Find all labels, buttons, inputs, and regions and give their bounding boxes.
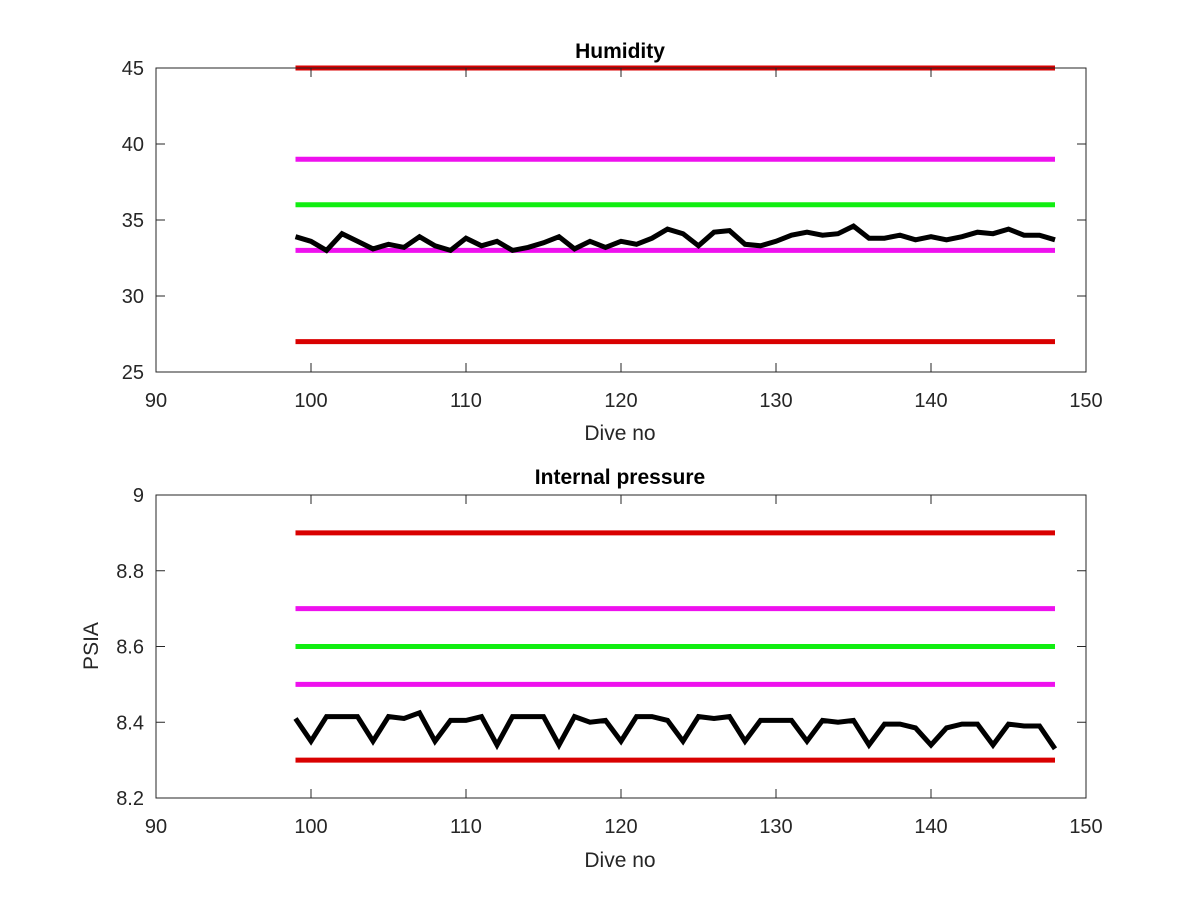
pressure-ticks-layer: 90 100 110 120 130 140 150 8.2 8.4 8.6 8.8 9 — [116, 485, 1103, 838]
pressure-chart-title: Internal pressure — [535, 466, 705, 489]
pressure-y-axis-label: PSIA — [80, 622, 103, 670]
pressure-y-tick-label: 8.8 — [116, 561, 144, 583]
pressure-y-tick-label: 8.4 — [116, 712, 144, 734]
pressure-x-tick-label: 100 — [294, 816, 327, 838]
humidity-x-axis-label: Dive no — [584, 422, 655, 445]
pressure-x-tick-label: 130 — [759, 816, 792, 838]
humidity-x-tick-label: 100 — [294, 390, 327, 412]
pressure-x-tick-label: 120 — [604, 816, 637, 838]
humidity-y-tick-label: 25 — [122, 362, 144, 384]
humidity-x-tick-label: 150 — [1069, 390, 1102, 412]
humidity-y-tick-label: 45 — [122, 58, 144, 80]
humidity-x-tick-label: 130 — [759, 390, 792, 412]
humidity-chart: Humidity 90 100 110 120 130 140 1502530354045 … — [122, 40, 1103, 445]
humidity-chart-title: Humidity — [575, 40, 665, 63]
humidity-y-tick-label: 35 — [122, 210, 144, 232]
humidity-y-tick-label: 40 — [122, 134, 144, 156]
humidity-x-tick-label: 110 — [450, 390, 482, 412]
internal-pressure-chart: Internal pressure 90 100 110 120 130 140 150 8.… — [80, 466, 1103, 872]
pressure-x-axis-label: Dive no — [584, 849, 655, 872]
humidity-plot-frame — [155, 67, 1087, 373]
pressure-x-tick-label: 90 — [145, 816, 167, 838]
pressure-y-tick-label: 9 — [133, 485, 144, 507]
pressure-x-tick-label: 150 — [1069, 816, 1102, 838]
pressure-x-tick-label: 110 — [450, 816, 482, 838]
humidity-x-tick-label: 90 — [145, 390, 167, 412]
pressure-y-tick-label: 8.6 — [116, 637, 144, 659]
pressure-x-tick-label: 140 — [914, 816, 947, 838]
humidity-x-tick-label: 120 — [604, 390, 637, 412]
humidity-x-tick-label: 140 — [914, 390, 947, 412]
humidity-series-layer — [294, 65, 1056, 345]
pressure-series-layer — [293, 530, 1058, 763]
humidity-y-tick-label: 30 — [122, 286, 144, 308]
pressure-y-tick-label: 8.2 — [116, 788, 144, 810]
humidity-ticks-layer: 90 100 110 120 130 140 150 25 30 35 40 45 — [122, 58, 1103, 412]
humidity-measured-line-5 — [294, 223, 1056, 254]
pressure-measured-line-5 — [293, 709, 1058, 751]
